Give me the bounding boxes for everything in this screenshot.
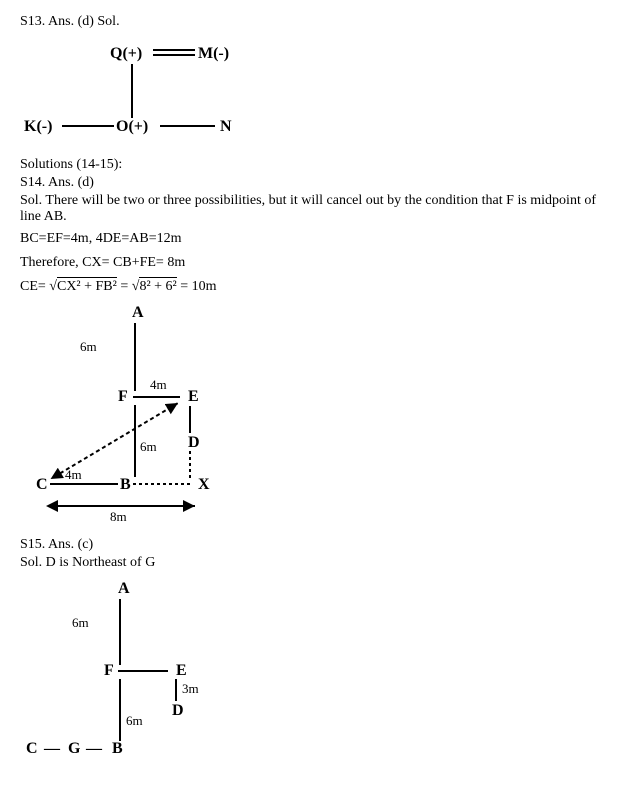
label-FB: 6m (140, 439, 157, 454)
s15-sol: Sol. D is Northeast of G (20, 555, 598, 571)
node-D2: D (172, 702, 184, 719)
node-D: D (188, 434, 200, 451)
node-K: K(-) (24, 118, 52, 135)
node-M: M(-) (198, 45, 229, 62)
s13-diagram: Q(+) M(-) K(-) O(+) N (20, 36, 280, 151)
dash1: — (43, 740, 61, 757)
label-FE: 4m (150, 377, 167, 392)
node-F: F (118, 388, 128, 405)
node-Q: Q(+) (110, 45, 142, 62)
node-X: X (198, 476, 210, 493)
s14-heading2: S14. Ans. (d) (20, 175, 598, 191)
node-N: N (220, 118, 232, 135)
s14-calc1: BC=EF=4m, 4DE=AB=12m (20, 231, 598, 247)
node-C: C (36, 476, 48, 493)
calc3-mid: = (117, 279, 132, 294)
label-AF: 6m (80, 339, 97, 354)
s14-diagram: A 6m F 4m E D 6m B C 4m X 8m (20, 301, 250, 531)
node-E: E (188, 388, 199, 405)
node-A2: A (118, 580, 130, 597)
node-O: O(+) (116, 118, 148, 135)
calc3-sqrt2: 8² + 6² (139, 277, 176, 294)
s15-diagram: A 6m F E 3m D 6m C — G — B (20, 577, 230, 762)
calc3-sqrt1: CX² + FB² (57, 277, 117, 294)
s13-heading: S13. Ans. (d) Sol. (20, 14, 598, 30)
label-CX: 8m (110, 509, 127, 524)
s14-calc3: CE= √CX² + FB² = √8² + 6² = 10m (20, 279, 598, 295)
label-AF2: 6m (72, 615, 89, 630)
node-F2: F (104, 662, 114, 679)
node-E2: E (176, 662, 187, 679)
node-A: A (132, 304, 144, 321)
node-B: B (120, 476, 131, 493)
dash2: — (85, 740, 103, 757)
node-C2: C (26, 740, 38, 757)
calc3-pre: CE= (20, 279, 49, 294)
s14-heading1: Solutions (14-15): (20, 157, 598, 173)
label-ED: 3m (182, 681, 199, 696)
s14-sol: Sol. There will be two or three possibil… (20, 193, 598, 225)
label-FB2: 6m (126, 713, 143, 728)
s14-calc2: Therefore, CX= CB+FE= 8m (20, 255, 598, 271)
calc3-post: = 10m (177, 279, 217, 294)
node-G: G (68, 740, 81, 757)
node-B2: B (112, 740, 123, 757)
s15-heading: S15. Ans. (c) (20, 537, 598, 553)
